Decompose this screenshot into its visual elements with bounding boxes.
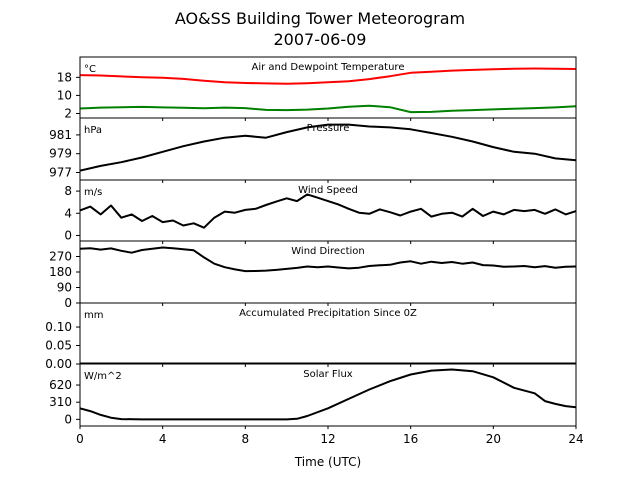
panel-4-ytick-label: 180	[49, 265, 72, 279]
panel-6-ytick-label: 620	[49, 378, 72, 392]
panel-1: 2 10 18 Air and Dewpoint Temperature °C	[57, 56, 577, 121]
panel-5-ytick-label: 0.10	[45, 320, 72, 334]
panel-1-series-1	[80, 67, 576, 85]
x-tick-label: 12	[320, 432, 335, 446]
panel-6-ytick-label: 0	[64, 412, 72, 426]
chart-title-line2: 2007-06-09	[274, 30, 367, 49]
panel-6: 0 310 620 Solar Flux W/m^2	[49, 363, 577, 429]
chart-title-line1: AO&SS Building Tower Meteorogram	[175, 9, 465, 28]
panel-1-ytick-label: 10	[57, 88, 72, 102]
panel-3-ytick-label: 4	[64, 206, 72, 220]
x-tick-label: 16	[403, 432, 418, 446]
panel-2-unit-label: hPa	[84, 125, 102, 136]
panel-2: 977 979 981 Pressure hPa	[49, 117, 577, 183]
panel-5-unit-label: mm	[84, 310, 103, 321]
panel-2-ytick-label: 979	[49, 147, 72, 161]
x-tick-label: 8	[242, 432, 250, 446]
panel-2-ytick-label: 981	[49, 128, 72, 142]
x-tick-label: 20	[486, 432, 501, 446]
panel-6-series-1	[80, 368, 576, 421]
x-tick-label: 0	[76, 432, 84, 446]
panel-2-title: Pressure	[307, 123, 350, 134]
x-axis: 0 4 8 12 16 20 24	[76, 432, 583, 446]
x-tick-label: 24	[568, 432, 583, 446]
panel-5-ytick-label: 0.00	[45, 357, 72, 371]
panel-3-ytick-label: 0	[64, 228, 72, 242]
panel-1-unit-label: °C	[84, 64, 96, 75]
panel-2-series-1	[80, 123, 576, 172]
panel-4-title: Wind Direction	[291, 246, 365, 257]
panel-6-unit-label: W/m^2	[84, 371, 122, 382]
panel-4-series-1	[80, 246, 576, 273]
panel-1-ytick-label: 2	[64, 106, 72, 120]
panel-4-ytick-label: 0	[64, 296, 72, 310]
panel-1-ytick-label: 18	[57, 70, 72, 84]
panel-5: 0.00 0.05 0.10 Accumulated Precipitation Si…	[45, 302, 577, 371]
panel-3-title: Wind Speed	[298, 185, 358, 196]
panel-2-ytick-label: 977	[49, 165, 72, 179]
panel-6-ytick-label: 310	[49, 395, 72, 409]
panel-6-title: Solar Flux	[303, 369, 353, 380]
panel-3-unit-label: m/s	[84, 187, 102, 198]
panel-1-title: Air and Dewpoint Temperature	[252, 62, 405, 73]
x-axis-label: Time (UTC)	[294, 455, 361, 469]
panel-5-ytick-label: 0.05	[45, 339, 72, 353]
panel-3: 0 4 8 Wind Speed m/s	[64, 179, 577, 244]
panel-4-ytick-label: 270	[49, 250, 72, 264]
panel-1-series-2	[80, 104, 576, 114]
x-tick-label: 4	[159, 432, 167, 446]
panel-3-ytick-label: 8	[64, 184, 72, 198]
panel-3-series-1	[80, 193, 576, 229]
panel-5-title: Accumulated Precipitation Since 0Z	[239, 308, 417, 319]
panel-4-ytick-label: 90	[57, 281, 72, 295]
